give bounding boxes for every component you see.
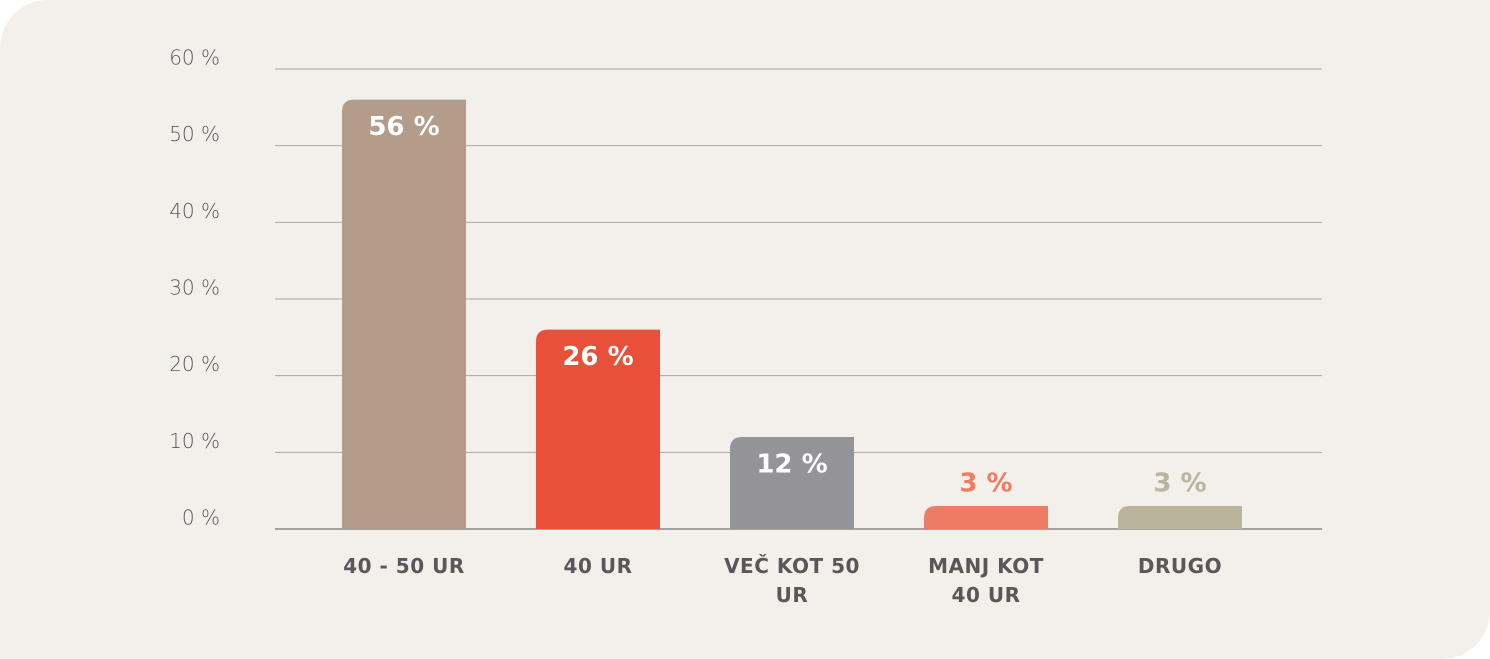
bar — [1118, 506, 1242, 529]
value-label: 56 % — [368, 112, 439, 142]
x-tick-label: MANJ KOT 40 UR — [928, 554, 1044, 607]
x-tick-label: VEČ KOT 50 UR — [724, 554, 860, 607]
value-label: 12 % — [756, 450, 827, 480]
bar — [342, 99, 466, 530]
y-tick-label: 60 % — [169, 46, 220, 70]
y-tick-label: 20 % — [169, 352, 220, 376]
y-tick-label: 40 % — [169, 199, 220, 223]
value-label: 26 % — [562, 342, 633, 372]
value-label: 3 % — [959, 469, 1012, 499]
bar — [536, 329, 660, 529]
y-tick-label: 10 % — [169, 429, 220, 453]
y-tick-label: 50 % — [169, 122, 220, 146]
x-tick-label: DRUGO — [1137, 554, 1223, 578]
bar — [730, 437, 854, 529]
y-tick-label: 0 % — [182, 506, 220, 530]
value-label: 3 % — [1153, 469, 1206, 499]
bar — [924, 506, 1048, 529]
x-tick-label: 40 - 50 UR — [343, 554, 465, 578]
x-tick-label: 40 UR — [563, 554, 633, 578]
y-tick-label: 30 % — [169, 276, 220, 300]
